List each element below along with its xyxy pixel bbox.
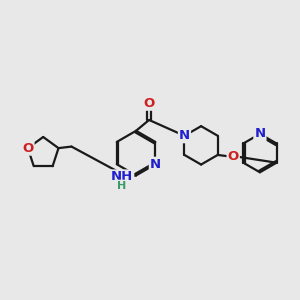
Text: O: O [228, 150, 239, 163]
Text: N: N [179, 129, 190, 142]
Text: N: N [150, 158, 161, 171]
Text: NH: NH [111, 170, 133, 183]
Text: O: O [22, 142, 34, 154]
Text: H: H [117, 181, 126, 190]
Text: O: O [143, 97, 155, 110]
Text: N: N [254, 128, 266, 140]
